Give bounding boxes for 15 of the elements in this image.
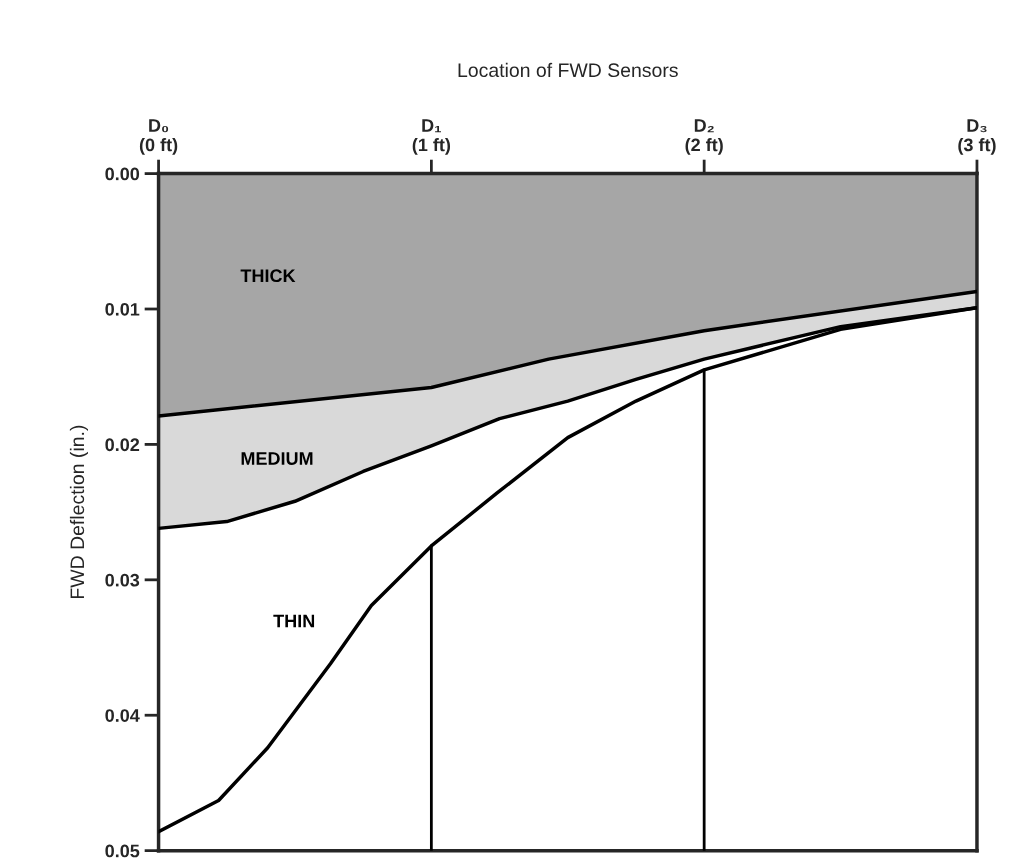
y-tick-label: 0.02 (105, 438, 140, 452)
x-tick-label: D₀ (0 ft) (139, 119, 178, 155)
series-label: THICK (240, 269, 296, 283)
series-label: MEDIUM (241, 452, 313, 465)
x-tick-label: D₁ (1 ft) (412, 119, 451, 155)
x-tick-label: D₂ (2 ft) (685, 119, 723, 155)
x-axis-title: Location of FWD Sensors (458, 62, 678, 78)
y-tick-label: 0.05 (105, 844, 140, 858)
y-tick-label: 0.00 (105, 167, 140, 181)
y-tick-label: 0.01 (105, 302, 140, 316)
y-tick-label: 0.03 (105, 573, 140, 587)
y-axis-title: FWD Deflection (in.) (69, 425, 88, 599)
x-tick-label: D₃ (3 ft) (958, 119, 996, 155)
y-tick-label: 0.04 (105, 709, 140, 722)
series-label: THIN (273, 614, 315, 628)
